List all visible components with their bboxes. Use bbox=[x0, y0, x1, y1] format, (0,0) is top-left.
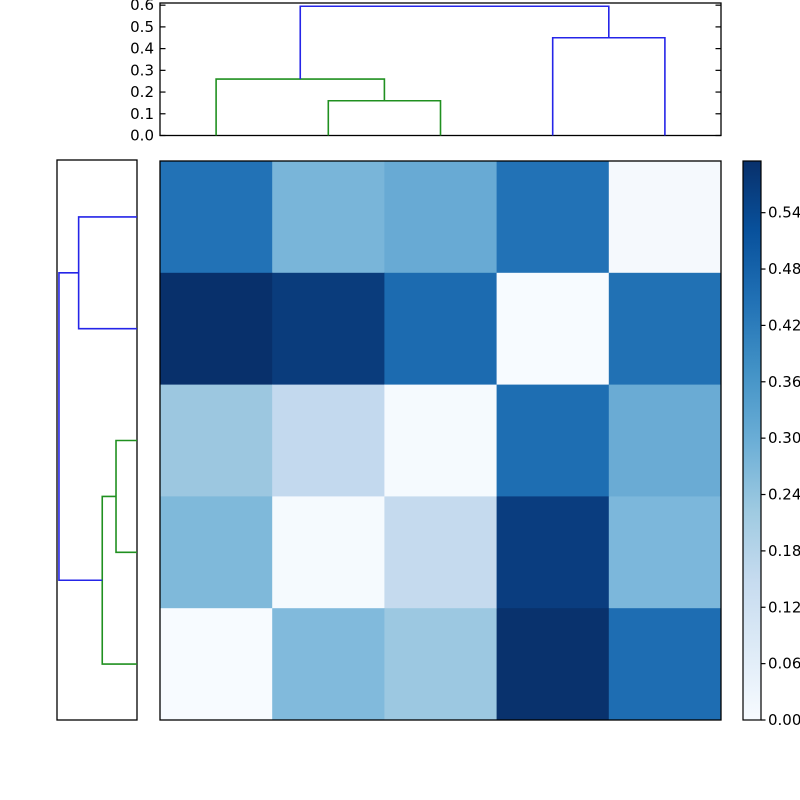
y-axis-tick-label: 0.6 bbox=[130, 0, 154, 14]
y-axis-tick-label: 0.4 bbox=[130, 40, 154, 58]
top-dendrogram-link-blue-3 bbox=[299, 5, 610, 80]
heatmap-cell-r2c2 bbox=[272, 272, 385, 386]
colorbar-tick-label: 0.12 bbox=[768, 598, 800, 616]
heatmap-frame bbox=[159, 160, 722, 721]
heatmap-cell-r1c1 bbox=[160, 161, 273, 274]
heatmap bbox=[159, 160, 722, 721]
heatmap-cell-r3c3 bbox=[384, 384, 498, 497]
colorbar-tick-label: 0.30 bbox=[768, 429, 800, 447]
heatmap-cell-r4c3 bbox=[384, 496, 498, 609]
colorbar-tick-label: 0.06 bbox=[768, 655, 800, 673]
heatmap-cell-r5c1 bbox=[160, 608, 273, 721]
heatmap-cell-r2c3 bbox=[384, 272, 498, 386]
heatmap-cell-r2c1 bbox=[160, 272, 273, 386]
y-axis-tick-label: 0.1 bbox=[130, 105, 154, 123]
heatmap-cell-r1c4 bbox=[496, 161, 610, 274]
left-dendrogram-link-blue-0 bbox=[77, 216, 137, 330]
heatmap-cell-r5c2 bbox=[272, 608, 385, 721]
heatmap-cell-r3c1 bbox=[160, 384, 273, 497]
y-axis-tick-label: 0.0 bbox=[130, 127, 154, 145]
colorbar-tick-label: 0.18 bbox=[768, 542, 800, 560]
colorbar-tick-label: 0.00 bbox=[768, 711, 800, 729]
top-dendrogram-link-green-1 bbox=[215, 78, 386, 136]
colorbar-tick-label: 0.42 bbox=[768, 316, 800, 334]
y-axis-tick-label: 0.2 bbox=[130, 83, 154, 101]
heatmap-cell-r2c4 bbox=[496, 272, 610, 386]
left-dendrogram-link-green-1 bbox=[115, 439, 137, 554]
colorbar-gradient bbox=[743, 161, 761, 720]
heatmap-cell-r3c2 bbox=[272, 384, 385, 497]
heatmap-cell-r3c4 bbox=[496, 384, 610, 497]
heatmap-cell-r2c5 bbox=[608, 272, 722, 386]
heatmap-cell-r5c5 bbox=[608, 608, 722, 721]
colorbar-tick-label: 0.54 bbox=[768, 204, 800, 222]
heatmap-cell-r1c2 bbox=[272, 161, 385, 274]
heatmap-cell-r5c3 bbox=[384, 608, 498, 721]
colorbar-frame bbox=[742, 160, 762, 721]
heatmap-cell-r4c2 bbox=[272, 496, 385, 609]
heatmap-cell-r1c3 bbox=[384, 161, 498, 274]
colorbar-tick-label: 0.24 bbox=[768, 486, 800, 504]
heatmap-cell-r4c1 bbox=[160, 496, 273, 609]
heatmap-cell-r4c4 bbox=[496, 496, 610, 609]
y-axis-tick-label: 0.3 bbox=[130, 61, 154, 79]
y-axis-tick-label: 0.5 bbox=[130, 18, 154, 36]
heatmap-cell-r4c5 bbox=[608, 496, 722, 609]
heatmap-cell-r1c5 bbox=[608, 161, 722, 274]
heatmap-cell-r3c5 bbox=[608, 384, 722, 497]
left-dendrogram bbox=[56, 159, 138, 721]
left-dendrogram-link-green-2 bbox=[101, 495, 137, 665]
heatmap-cell-r5c4 bbox=[496, 608, 610, 721]
colorbar-tick-label: 0.48 bbox=[768, 260, 800, 278]
top-dendrogram-link-green-0 bbox=[327, 99, 442, 136]
top-dendrogram: 0.0 0.1 0.2 0.3 0.4 0.5 0.6 bbox=[130, 0, 722, 145]
top-dendrogram-link-blue-2 bbox=[551, 36, 666, 136]
colorbar-tick-label: 0.36 bbox=[768, 373, 800, 391]
left-dendrogram-link-blue-3 bbox=[58, 272, 103, 582]
colorbar: 0.00 0.06 0.12 0.18 0.24 0.30 0.36 0.42 0.48 0.54 bbox=[742, 160, 800, 729]
